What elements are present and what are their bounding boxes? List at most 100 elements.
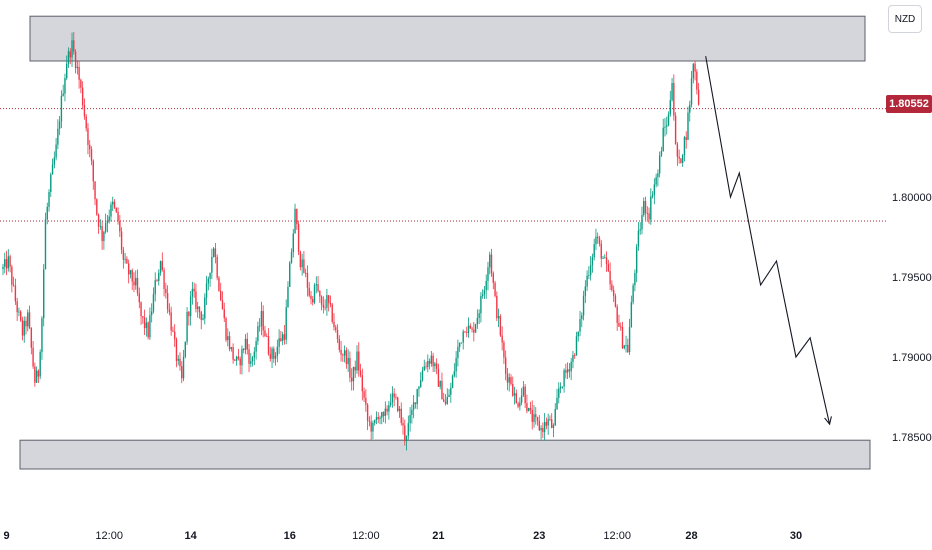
candle-body [697,89,700,105]
candle [632,283,634,305]
candle [27,309,29,332]
candle-body [30,328,33,348]
candle [239,356,241,375]
candle [127,259,130,284]
candle-body [402,422,404,426]
candle-body [186,311,188,342]
candle [186,307,188,345]
candle [58,115,61,136]
candle-body [568,369,571,372]
candle-body [474,324,477,333]
candle [389,393,392,408]
candle [163,267,165,297]
candle-body [133,281,135,286]
candle-body [639,229,641,231]
candle-body [643,200,645,216]
candle-body [53,157,56,165]
candle-body [122,249,125,260]
candle [630,295,633,328]
candle [552,423,555,438]
candle [191,281,194,305]
candle [634,269,636,292]
candle-body [366,404,369,421]
candle-body [450,387,452,395]
candle [276,339,279,363]
candle-body [690,78,693,105]
candle [212,246,215,258]
candle [428,358,431,370]
candle-body [110,204,112,217]
candle-body [418,386,420,390]
candle-body [223,309,225,319]
candle-body [87,128,89,145]
candle-body [248,349,250,364]
candle [158,269,160,286]
candle [416,388,418,410]
y-tick-label: 1.79500 [892,272,932,284]
candle-body [60,95,63,122]
candle-body [168,309,171,313]
candle-body [538,420,541,431]
candle-body [276,346,279,356]
candle-body [154,280,156,295]
candle [434,361,436,373]
candle-body [358,351,360,371]
candle-body [58,121,61,129]
candle [310,290,312,305]
candle [175,337,178,368]
candle [554,403,556,426]
candle [658,151,661,178]
candle [494,280,496,298]
candle-body [64,78,66,94]
candle [388,400,390,420]
candle-body [551,419,553,428]
candle-body [156,280,158,282]
candle-body [451,375,454,388]
candle [664,118,666,137]
candle [512,376,514,397]
candle [14,278,17,305]
candle [657,169,659,187]
candle-body [120,231,123,250]
candle [386,405,388,416]
candle [349,351,351,383]
candle-body [46,206,48,220]
candle [172,326,174,333]
candle [414,402,417,409]
candle [405,435,408,451]
candle [687,106,689,140]
candle [205,275,208,306]
candle-body [354,366,356,371]
candle [561,386,564,389]
candle [179,352,181,371]
candle [214,242,217,264]
candle-body [554,409,556,426]
current-price-tag: 1.80552 [886,95,932,113]
candle [108,209,110,224]
candle [228,331,231,352]
candle-body [359,370,362,376]
candle [290,248,293,264]
candle [340,340,342,362]
candle [273,346,275,363]
candle-body [529,407,532,410]
candle-body [524,386,526,404]
candle [60,90,63,129]
candle-body [319,291,321,297]
candle-body [391,393,394,403]
candle [620,322,622,331]
candle [244,334,247,355]
candle-body [50,174,52,192]
candle [602,256,604,260]
candle [625,335,627,353]
candle [667,111,670,127]
candle-body [565,370,567,373]
candle-body [51,164,54,175]
candle-body [129,270,132,275]
candle [519,397,521,411]
currency-badge[interactable]: NZD [888,5,922,33]
candle [533,405,535,428]
candle-body [83,105,86,117]
candle [324,299,326,311]
